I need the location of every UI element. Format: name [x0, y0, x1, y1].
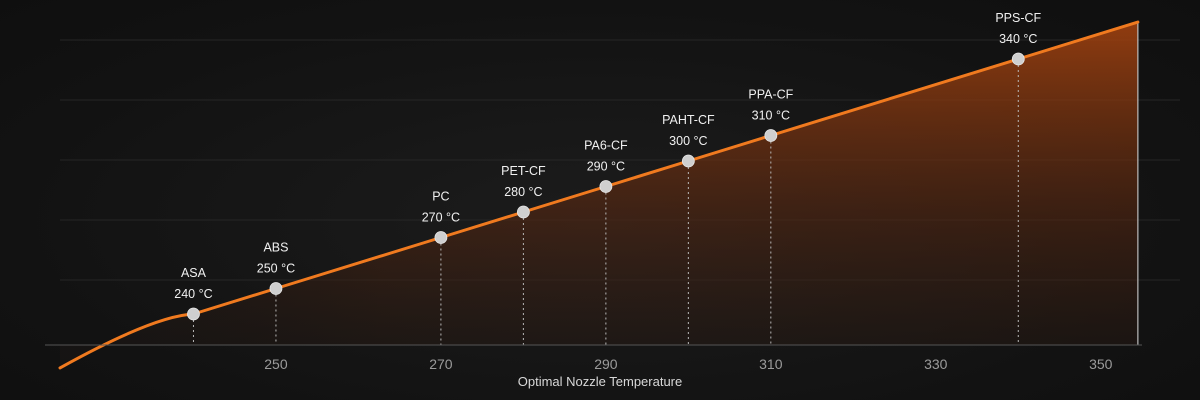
x-tick-label: 330: [924, 356, 948, 372]
data-point-asa[interactable]: ASA 240 °C: [174, 266, 213, 321]
data-point-pps-cf[interactable]: PPS-CF 340 °C: [995, 11, 1042, 66]
point-marker[interactable]: [1011, 52, 1025, 66]
point-name-label: ABS: [263, 241, 288, 255]
data-points: ASA 240 °C ABS 250 °C PC 270 °C PET-CF 280 °C PA…: [174, 11, 1042, 321]
point-marker[interactable]: [187, 307, 200, 321]
x-tick-label: 350: [1089, 356, 1113, 372]
point-value-label: 340 °C: [999, 32, 1037, 46]
data-point-pc[interactable]: PC 270 °C: [422, 190, 460, 244]
area-layer: [60, 22, 1139, 368]
x-tick-label: 250: [264, 356, 288, 372]
x-tick-label: 310: [759, 356, 783, 372]
point-marker[interactable]: [269, 282, 283, 295]
point-name-label: ASA: [181, 266, 207, 280]
point-value-label: 280 °C: [504, 185, 542, 199]
point-marker[interactable]: [599, 180, 613, 193]
data-point-pa6-cf[interactable]: PA6-CF 290 °C: [584, 139, 628, 193]
point-name-label: PA6-CF: [584, 139, 628, 153]
x-axis-title: Optimal Nozzle Temperature: [518, 374, 683, 389]
series-line-layer: [58, 20, 1140, 370]
series-line: [58, 20, 1140, 370]
data-point-pet-cf[interactable]: PET-CF 280 °C: [501, 164, 546, 219]
point-marker[interactable]: [516, 205, 530, 219]
point-name-label: PAHT-CF: [662, 113, 715, 127]
x-tick-label: 290: [594, 356, 618, 372]
point-value-label: 240 °C: [174, 287, 212, 301]
point-value-label: 250 °C: [257, 262, 295, 276]
point-marker[interactable]: [681, 154, 695, 168]
point-name-label: PPS-CF: [995, 11, 1041, 25]
point-value-label: 290 °C: [587, 160, 625, 174]
point-name-label: PPA-CF: [748, 88, 793, 102]
x-tick-label: 270: [429, 356, 453, 372]
area-fade: [60, 22, 1138, 368]
point-name-label: PET-CF: [501, 164, 546, 178]
point-value-label: 310 °C: [752, 109, 790, 123]
data-point-abs[interactable]: ABS 250 °C: [257, 241, 295, 295]
data-point-paht-cf[interactable]: PAHT-CF 300 °C: [662, 113, 715, 168]
point-value-label: 300 °C: [669, 134, 707, 148]
point-name-label: PC: [432, 190, 449, 204]
data-point-ppa-cf[interactable]: PPA-CF 310 °C: [748, 88, 794, 142]
x-axis: 250 270 290 310 330 350: [45, 344, 1142, 372]
drop-lines: [192, 65, 1019, 345]
point-marker[interactable]: [764, 129, 778, 142]
point-marker[interactable]: [434, 231, 448, 244]
point-value-label: 270 °C: [422, 211, 460, 225]
